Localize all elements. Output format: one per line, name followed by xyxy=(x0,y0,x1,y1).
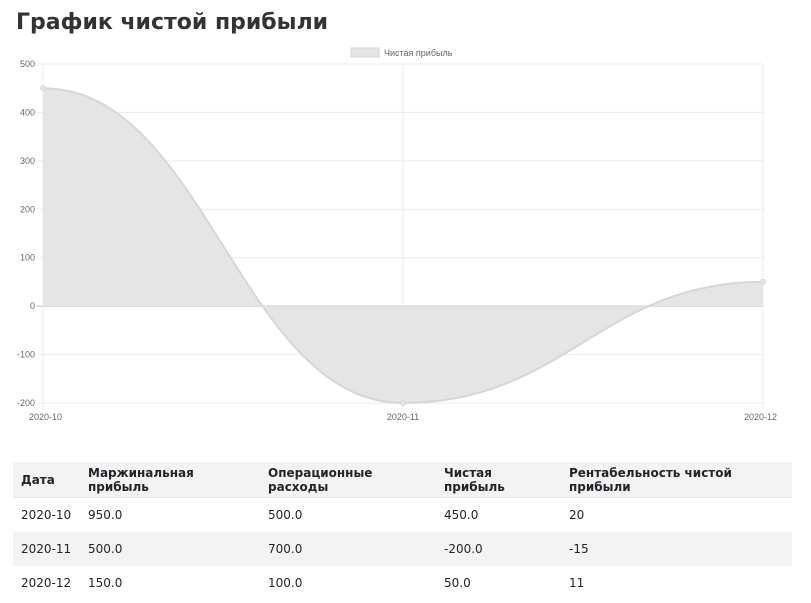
header-net-profit: Чистая прибыль xyxy=(436,462,561,498)
table-row: 2020-10 950.0 500.0 450.0 20 xyxy=(13,498,792,533)
y-tick-label: 300 xyxy=(20,156,35,166)
x-tick-label: 2020-12 xyxy=(744,412,777,422)
y-tick-label: 400 xyxy=(20,107,35,117)
table-row: 2020-12 150.0 100.0 50.0 11 xyxy=(13,566,792,600)
page-title: График чистой прибыли xyxy=(16,10,329,35)
cell-date: 2020-10 xyxy=(21,508,72,522)
header-margin-profit: Маржинальная прибыль xyxy=(80,462,260,498)
cell-net-margin: 20 xyxy=(569,508,585,522)
cell-net-profit: -200.0 xyxy=(436,532,561,566)
cell-operating-expenses: 100.0 xyxy=(268,576,303,590)
x-tick-label: 2020-10 xyxy=(29,412,62,422)
cell-margin-profit: 150.0 xyxy=(88,576,123,590)
x-tick-label: 2020-11 xyxy=(387,412,419,422)
cell-net-margin: 11 xyxy=(569,576,585,590)
header-net-margin: Рентабельность чистой прибыли xyxy=(561,462,792,498)
cell-net-profit: 450.0 xyxy=(444,508,479,522)
legend-label: Чистая прибыль xyxy=(384,48,453,58)
cell-margin-profit: 500.0 xyxy=(80,532,260,566)
cell-operating-expenses: 500.0 xyxy=(268,508,303,522)
data-point xyxy=(400,400,406,406)
net-profit-line xyxy=(42,87,764,405)
net-profit-area xyxy=(43,88,763,403)
y-tick-label: -100 xyxy=(17,350,35,360)
data-point xyxy=(760,278,766,285)
table-row: 2020-11 500.0 700.0 -200.0 -15 xyxy=(13,532,792,566)
cell-operating-expenses: 700.0 xyxy=(260,532,436,566)
legend-swatch xyxy=(350,47,380,58)
cell-net-profit: 50.0 xyxy=(444,576,471,590)
cell-date: 2020-12 xyxy=(21,576,72,590)
cell-margin-profit: 950.0 xyxy=(88,508,123,522)
cell-date: 2020-11 xyxy=(13,532,80,566)
y-tick-label: 0 xyxy=(30,301,35,311)
net-profit-chart: 500 400 300 200 100 0 -100 -200 2020-10 2020-11 20… xyxy=(0,40,811,430)
table-header-row: Дата Маржинальная прибыль Операционные р… xyxy=(13,462,792,498)
data-point xyxy=(40,85,46,92)
y-tick-label: -200 xyxy=(17,398,35,408)
cell-net-margin: -15 xyxy=(561,532,792,566)
header-operating-expenses: Операционные расходы xyxy=(260,462,436,498)
y-tick-label: 100 xyxy=(20,253,35,263)
y-tick-label: 500 xyxy=(20,59,35,69)
header-date: Дата xyxy=(13,462,80,498)
net-profit-chart-svg: 500 400 300 200 100 0 -100 -200 2020-10 2020-11 20… xyxy=(17,47,777,422)
profit-table: Дата Маржинальная прибыль Операционные р… xyxy=(13,462,792,600)
y-tick-label: 200 xyxy=(20,204,35,214)
